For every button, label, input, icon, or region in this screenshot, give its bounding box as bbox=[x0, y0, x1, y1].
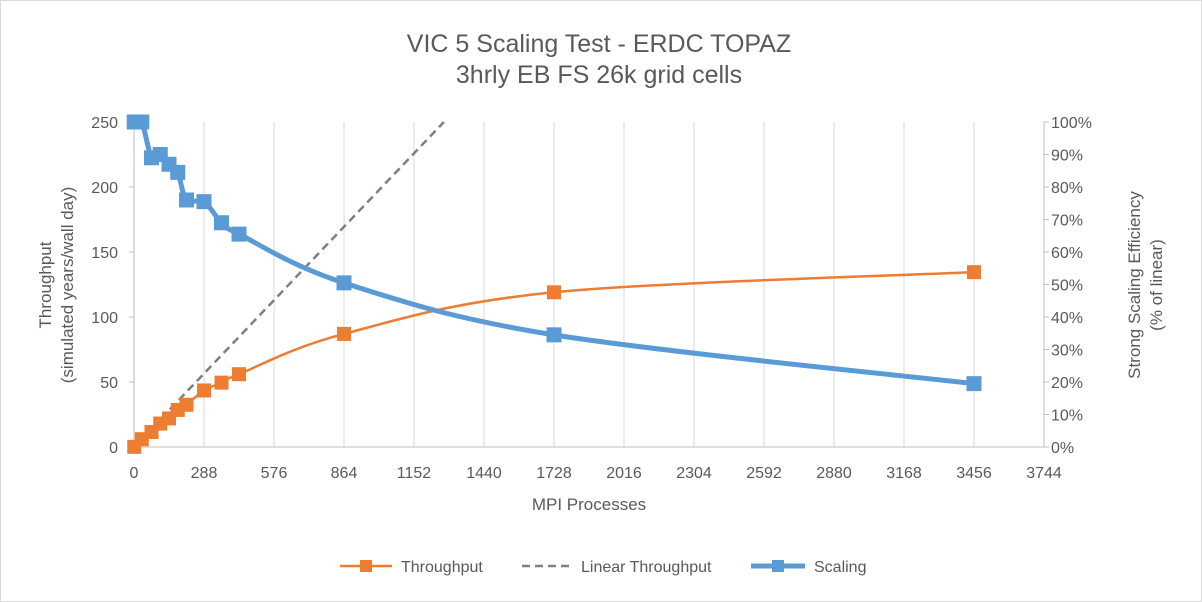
y-left-axis-title: Throughput (simulated years/wall day) bbox=[36, 187, 77, 384]
y-right-tick-label: 80% bbox=[1051, 180, 1083, 197]
x-tick-label: 2592 bbox=[746, 465, 782, 482]
series-scaling-point bbox=[179, 192, 194, 208]
y-right-tick-label: 30% bbox=[1051, 343, 1083, 360]
y-right-tick-label: 0% bbox=[1051, 440, 1074, 457]
y-right-tick-label: 90% bbox=[1051, 148, 1083, 165]
series-throughput-point bbox=[232, 367, 246, 382]
x-tick-label: 2880 bbox=[816, 465, 852, 482]
x-tick-label: 3744 bbox=[1026, 465, 1062, 482]
legend-item-throughput[interactable]: Throughput bbox=[340, 559, 483, 576]
y-right-tick-label: 40% bbox=[1051, 310, 1083, 327]
y-left-axis-title-line2: (simulated years/wall day) bbox=[58, 187, 77, 384]
legend-item-linear-throughput[interactable]: Linear Throughput bbox=[522, 559, 712, 576]
y-right-tick-labels: 0% 10% 20% 30% 40% 50% 60% 70% 80% 90% 100% bbox=[1051, 115, 1092, 457]
series-group bbox=[126, 114, 982, 454]
series-scaling-point bbox=[196, 194, 212, 210]
x-tick-label: 288 bbox=[191, 465, 218, 482]
x-tick-label: 3168 bbox=[886, 465, 922, 482]
chart-title: VIC 5 Scaling Test - ERDC TOPAZ bbox=[407, 30, 791, 58]
y-left-tick-label: 0 bbox=[109, 440, 118, 457]
legend-item-scaling[interactable]: Scaling bbox=[751, 559, 866, 576]
x-tick-label: 3456 bbox=[956, 465, 992, 482]
series-throughput-point bbox=[967, 265, 981, 280]
legend-label-linear-throughput: Linear Throughput bbox=[581, 559, 712, 576]
legend-label-throughput: Throughput bbox=[401, 559, 483, 576]
x-tick-label: 1440 bbox=[466, 465, 502, 482]
y-right-tick-label: 100% bbox=[1051, 115, 1092, 132]
chart-subtitle: 3hrly EB FS 26k grid cells bbox=[456, 61, 742, 89]
y-left-tick-label: 150 bbox=[91, 245, 118, 262]
legend: Throughput Linear Throughput Scaling bbox=[340, 559, 866, 576]
grid bbox=[203, 122, 1045, 447]
series-scaling-point bbox=[546, 327, 562, 343]
legend-label-scaling: Scaling bbox=[814, 559, 866, 576]
x-tick-label: 2304 bbox=[676, 465, 712, 482]
x-tick-label: 864 bbox=[331, 465, 358, 482]
series-scaling-point bbox=[134, 114, 150, 130]
series-scaling-point bbox=[966, 376, 982, 392]
y-right-axis-title-line1: Strong Scaling Efficiency bbox=[1125, 191, 1144, 379]
y-right-tick-label: 50% bbox=[1051, 278, 1083, 295]
x-tick-label: 1152 bbox=[397, 465, 432, 482]
series-throughput-point bbox=[197, 383, 211, 398]
y-right-tick-label: 20% bbox=[1051, 375, 1083, 392]
x-axis-title: MPI Processes bbox=[532, 495, 646, 514]
y-right-tick-label: 10% bbox=[1051, 408, 1083, 425]
series-throughput-point bbox=[214, 375, 229, 390]
y-right-tick-label: 70% bbox=[1051, 213, 1083, 230]
series-scaling-point bbox=[231, 226, 247, 242]
y-left-tick-label: 200 bbox=[91, 180, 118, 197]
series-scaling-point bbox=[170, 164, 186, 180]
axes bbox=[129, 121, 1049, 448]
series-throughput-point bbox=[547, 285, 561, 300]
y-right-axis-title: Strong Scaling Efficiency (% of linear) bbox=[1125, 191, 1166, 379]
y-left-tick-labels: 0 50 100 150 200 250 bbox=[91, 115, 118, 457]
y-left-tick-label: 50 bbox=[100, 375, 118, 392]
y-right-tick-label: 60% bbox=[1051, 245, 1083, 262]
y-left-tick-label: 100 bbox=[91, 310, 118, 327]
series-throughput-point bbox=[337, 326, 351, 341]
x-tick-labels: 0 288 576 864 1152 1440 1728 2016 2304 2592 2880 31… bbox=[130, 465, 1062, 482]
x-tick-label: 2016 bbox=[606, 465, 642, 482]
y-left-tick-label: 250 bbox=[91, 115, 118, 132]
x-tick-label: 1728 bbox=[536, 465, 572, 482]
x-tick-label: 0 bbox=[130, 465, 139, 482]
x-tick-label: 576 bbox=[261, 465, 288, 482]
y-right-axis-title-line2: (% of linear) bbox=[1147, 239, 1166, 331]
series-scaling-point bbox=[336, 275, 352, 291]
series-throughput-point bbox=[179, 397, 194, 412]
y-left-axis-title-line1: Throughput bbox=[36, 241, 55, 328]
series-linear-throughput-line bbox=[134, 121, 445, 448]
series-scaling-point bbox=[214, 215, 229, 231]
